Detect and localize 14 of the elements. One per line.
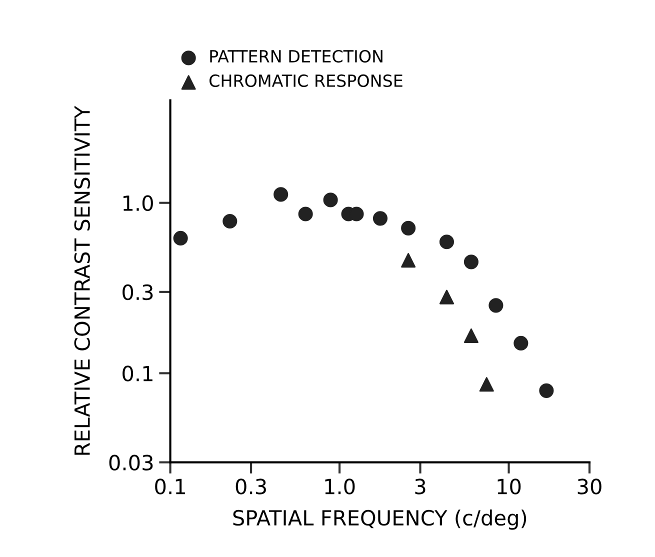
- y-tick-label: 1.0: [123, 195, 153, 212]
- legend-label: PATTERN DETECTION: [210, 50, 382, 63]
- x-tick-label: 0.1: [155, 478, 185, 494]
- y-tick-label: 0.03: [109, 454, 153, 471]
- x-tick-label: 30: [578, 478, 602, 494]
- y-tick-label: 0.1: [122, 366, 152, 382]
- x-axis-title: SPATIAL FREQUENCY (c/deg): [233, 510, 526, 530]
- x-tick-label: 10: [498, 478, 521, 494]
- x-tick-label: 1.0: [325, 478, 355, 494]
- y-tick-label: 0.3: [122, 284, 153, 300]
- legend-label: CHROMATIC RESPONSE: [210, 74, 402, 88]
- y-axis-title: RELATIVE CONTRAST SENSITIVITY: [74, 106, 90, 455]
- x-tick-label: 0.3: [236, 478, 266, 494]
- x-tick-label: 3: [415, 478, 426, 494]
